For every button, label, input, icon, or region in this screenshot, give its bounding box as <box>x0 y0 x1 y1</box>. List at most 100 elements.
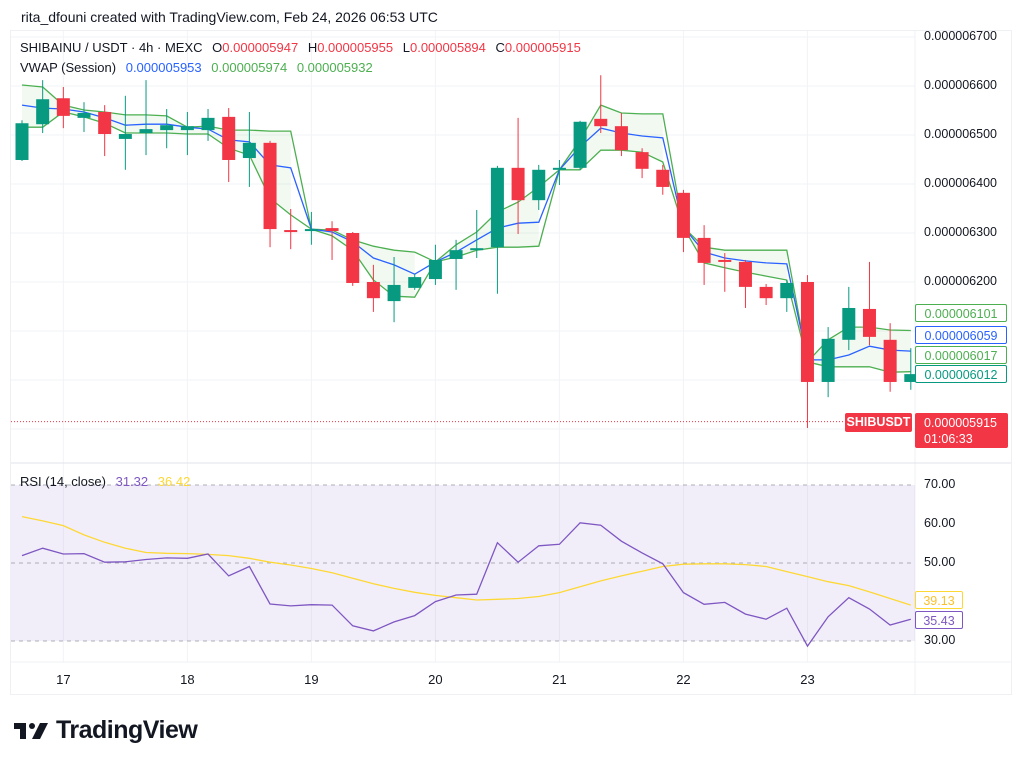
symbol-tag: SHIBUSDT <box>845 413 912 432</box>
tradingview-wordmark: TradingView <box>56 716 198 744</box>
candle <box>98 105 112 157</box>
candle-body <box>552 167 566 170</box>
candle <box>366 264 380 312</box>
vwap-upper-value: 0.000005974 <box>211 60 288 75</box>
rsi-price-label: 35.43 <box>915 611 963 629</box>
rsi-legend[interactable]: RSI (14, close) 31.32 36.42 <box>20 474 196 489</box>
tradingview-logo-icon <box>14 722 48 739</box>
candle-body <box>242 142 256 159</box>
rsi-line <box>21 522 911 648</box>
candle <box>738 259 752 308</box>
candle <box>284 208 298 250</box>
candle-body <box>821 338 835 382</box>
tradingview-logo[interactable]: TradingView <box>14 716 198 745</box>
vwap-label: VWAP (Session) <box>20 60 117 75</box>
vwap-upper-price-label: 0.000006101 <box>915 304 1007 322</box>
candle-body <box>614 126 628 151</box>
candles <box>15 75 918 429</box>
vwap-lower-band-line <box>22 111 911 373</box>
candle-body <box>573 121 587 168</box>
candle-body <box>222 116 236 160</box>
vwap-value: 0.000005953 <box>125 60 202 75</box>
candle <box>594 75 608 134</box>
candle <box>428 244 442 285</box>
high-label: H <box>307 40 318 55</box>
candle-body <box>842 307 856 340</box>
price-tick-label: 0.000006300 <box>924 225 997 239</box>
candle <box>346 232 360 286</box>
candle <box>222 108 236 183</box>
candle-body <box>160 125 174 131</box>
candle-body <box>738 261 752 287</box>
time-tick-label: 20 <box>428 672 443 687</box>
close-label: C <box>495 40 505 55</box>
rsi-ma-value: 36.42 <box>157 474 191 489</box>
candle-body <box>36 99 50 125</box>
vwap-band-fill <box>683 227 787 281</box>
candle <box>821 327 835 398</box>
candle-body <box>77 112 91 118</box>
ohlc-open: O0.000005947 <box>212 40 298 55</box>
rsi-value: 31.32 <box>115 474 149 489</box>
candle <box>780 280 794 312</box>
candle-body <box>718 259 732 262</box>
candle-body <box>408 277 422 288</box>
candle <box>552 159 566 185</box>
candle-body <box>490 167 504 248</box>
current-price-label: 0.000005915 01:06:33 <box>915 413 1008 448</box>
candle-body <box>284 230 298 233</box>
candle <box>883 323 897 392</box>
vwap-lower-value: 0.000005932 <box>296 60 373 75</box>
candle <box>160 109 174 149</box>
vwap-bands <box>21 84 911 373</box>
candle <box>842 286 856 351</box>
rsi-tick-label: 60.00 <box>924 516 956 530</box>
candle <box>862 261 876 346</box>
candle-body <box>780 282 794 299</box>
chart-credit: rita_dfouni created with TradingView.com… <box>21 9 438 25</box>
candle <box>573 120 587 170</box>
candle <box>118 95 132 170</box>
bar-countdown: 01:06:33 <box>924 432 973 446</box>
candle <box>635 148 649 179</box>
last-close-price-label: 0.000006012 <box>915 365 1007 383</box>
candle <box>800 275 814 429</box>
vwap-price-label: 0.000006059 <box>915 326 1007 344</box>
candle-body <box>904 374 918 382</box>
candle <box>490 165 504 294</box>
candle-body <box>428 259 442 280</box>
candle <box>904 348 918 390</box>
symbol-legend[interactable]: SHIBAINU / USDT · 4h · MEXC O0.000005947… <box>20 40 587 55</box>
candle-body <box>697 237 711 263</box>
candle <box>56 86 70 129</box>
candle-body <box>387 284 401 302</box>
candle <box>325 221 339 260</box>
candle <box>718 253 732 292</box>
candle-body <box>800 282 814 382</box>
candle-body <box>366 282 380 299</box>
vwap-line <box>21 104 911 361</box>
candle <box>304 211 318 245</box>
ohlc-low: L0.000005894 <box>403 40 486 55</box>
candle-body <box>346 233 360 283</box>
candle <box>449 239 463 290</box>
candle <box>408 274 422 290</box>
rsi-ma-line <box>21 515 911 606</box>
candle <box>77 102 91 133</box>
candle <box>263 140 277 248</box>
candle-body <box>656 169 670 187</box>
rsi-tick-label: 70.00 <box>924 477 956 491</box>
vwap-legend[interactable]: VWAP (Session) 0.000005953 0.000005974 0… <box>20 60 379 75</box>
candle-body <box>304 229 318 232</box>
candle <box>139 80 153 156</box>
candle-body <box>15 123 29 160</box>
rsi-ma-price-label: 39.13 <box>915 591 963 609</box>
low-label: L <box>402 40 410 55</box>
candle <box>242 111 256 187</box>
rsi-tick-label: 50.00 <box>924 555 956 569</box>
candle-body <box>532 169 546 201</box>
candle <box>15 120 29 161</box>
candle <box>36 80 50 134</box>
time-tick-label: 18 <box>180 672 195 687</box>
